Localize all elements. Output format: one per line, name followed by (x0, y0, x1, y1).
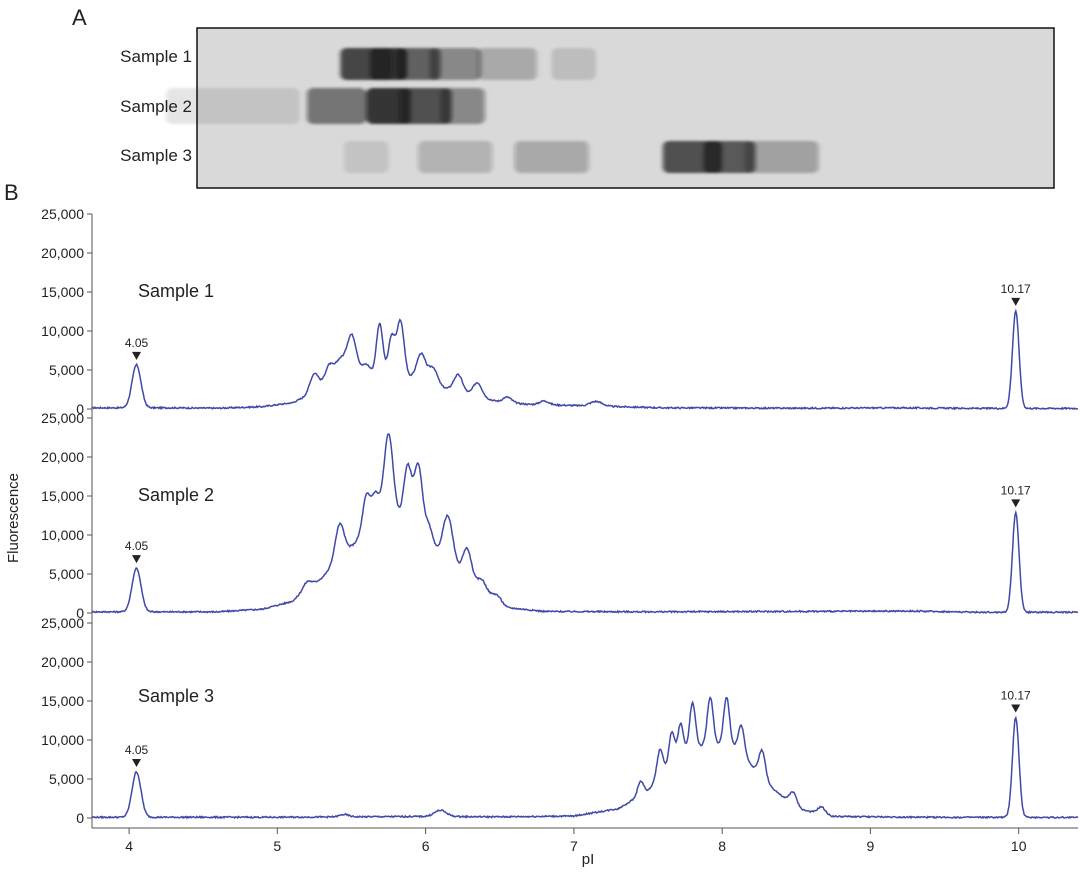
pi-marker-group: 4.05 10.17 4.05 10.17 4.05 10.17 (125, 282, 1031, 767)
panel-b-letter: B (4, 180, 19, 205)
x-tick-label: 9 (867, 838, 875, 854)
y-tick-label: 25,000 (41, 615, 84, 631)
y-tick-label: 10,000 (41, 527, 84, 543)
marker-label: 4.05 (125, 336, 149, 350)
x-axis-ticks: 4 5 6 7 8 9 10 (125, 828, 1027, 854)
gel-band (307, 88, 367, 124)
gel-lane-label-1: Sample 1 (120, 47, 192, 66)
marker-arrow-icon (1011, 704, 1021, 713)
y-tick-label: 15,000 (41, 693, 84, 709)
y-tick-label: 15,000 (41, 284, 84, 300)
trace-label-sample-1: Sample 1 (138, 281, 214, 301)
trace-line-sample-3 (91, 696, 1079, 820)
y-axis-title: Fluorescence (5, 473, 22, 563)
gel-band (551, 48, 597, 80)
y-tick-label: 25,000 (41, 206, 84, 222)
gel-bands (166, 48, 819, 173)
gel-band (166, 88, 300, 124)
x-axis-title: pI (582, 851, 595, 868)
trace-line-sample-1 (91, 308, 1079, 411)
y-tick-label: 5,000 (49, 566, 84, 582)
gel-band (440, 88, 485, 124)
y-tick-label: 20,000 (41, 654, 84, 670)
y-tick-label: 5,000 (49, 362, 84, 378)
marker-label: 10.17 (1001, 483, 1031, 497)
trace-line-sample-2 (91, 433, 1079, 615)
y-tick-label: 15,000 (41, 488, 84, 504)
marker-label: 4.05 (125, 539, 149, 553)
marker-label: 4.05 (125, 743, 149, 757)
electropherogram-traces (91, 308, 1079, 820)
gel-band (366, 88, 411, 124)
gel-lane-label-3: Sample 3 (120, 146, 192, 165)
y-tick-label: 0 (76, 401, 84, 417)
y-tick-label: 0 (76, 605, 84, 621)
marker-label: 10.17 (1001, 282, 1031, 296)
gel-band (344, 141, 389, 173)
marker-arrow-icon (132, 759, 141, 767)
marker-arrow-icon (132, 351, 141, 360)
marker-arrow-icon (132, 555, 141, 564)
y-tick-label: 20,000 (41, 449, 84, 465)
trace-label-sample-2: Sample 2 (138, 485, 214, 505)
x-tick-label: 4 (125, 838, 133, 854)
x-tick-label: 6 (422, 838, 430, 854)
x-tick-label: 5 (273, 838, 281, 854)
marker-arrow-icon (1011, 499, 1021, 508)
gel-band (703, 141, 756, 173)
gel-band (477, 48, 537, 80)
y-tick-label: 20,000 (41, 245, 84, 261)
x-tick-label: 10 (1011, 838, 1027, 854)
gel-band (514, 141, 589, 173)
y-tick-label: 0 (76, 810, 84, 826)
gel-band (418, 141, 493, 173)
gel-band (744, 141, 819, 173)
y-tick-label: 10,000 (41, 732, 84, 748)
panel-a-letter: A (72, 5, 87, 30)
x-tick-label: 7 (570, 838, 578, 854)
x-tick-label: 8 (718, 838, 726, 854)
y-axis-ticks: 05,00010,00015,00020,00025,00005,00010,0… (41, 206, 92, 826)
marker-arrow-icon (1011, 297, 1021, 306)
y-tick-label: 10,000 (41, 323, 84, 339)
gel-band (429, 48, 482, 80)
gel-lane-label-2: Sample 2 (120, 97, 192, 116)
marker-label: 10.17 (1001, 689, 1031, 703)
gel-band (399, 88, 452, 124)
gel-image (166, 27, 1055, 189)
y-tick-label: 5,000 (49, 771, 84, 787)
trace-label-sample-3: Sample 3 (138, 686, 214, 706)
y-tick-label: 25,000 (41, 410, 84, 426)
